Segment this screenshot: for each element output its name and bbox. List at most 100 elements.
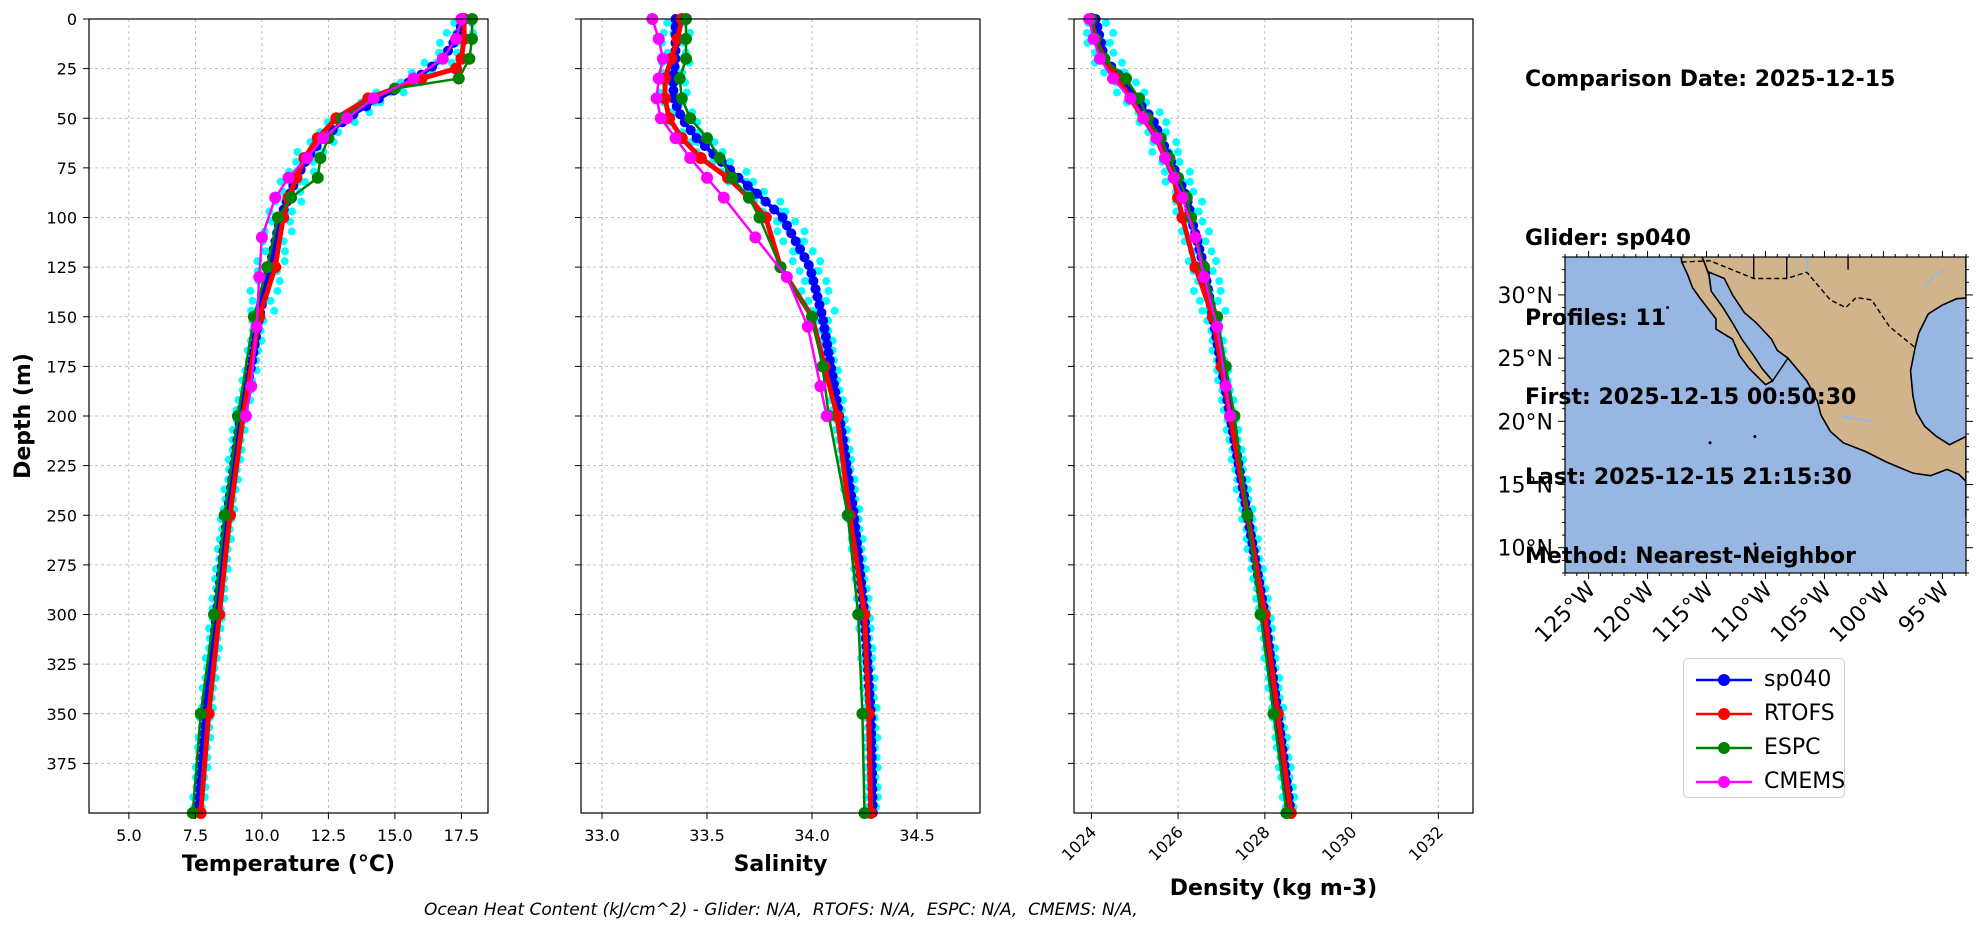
y-tick-label: 150 <box>46 308 77 327</box>
point-sp040 <box>806 268 817 279</box>
comparison-info: Comparison Date: 2025-12-15 Glider: sp04… <box>1525 14 1895 597</box>
point-sp040 <box>691 133 702 144</box>
y-tick-label: 225 <box>46 457 77 476</box>
point-sp040 <box>818 315 829 326</box>
glider-raw-point <box>1160 167 1169 176</box>
point-cmems <box>407 72 420 85</box>
glider-raw-point <box>399 88 408 97</box>
map-lat-label: 30°N <box>1498 284 1553 309</box>
glider-raw-point <box>248 296 257 305</box>
glider-raw-point <box>776 197 785 206</box>
point-espc <box>194 707 207 720</box>
point-sp040 <box>668 85 679 96</box>
point-cmems <box>1176 191 1189 204</box>
point-cmems <box>656 52 669 65</box>
y-tick-label: 325 <box>46 655 77 674</box>
glider-raw-point <box>420 58 429 67</box>
point-espc <box>806 310 818 323</box>
glider-raw-point <box>1185 167 1194 176</box>
point-cmems <box>253 271 266 284</box>
point-rtofs <box>450 62 463 75</box>
x-tick-label: 34.0 <box>794 826 830 845</box>
point-cmems <box>1224 410 1237 422</box>
point-rtofs <box>665 52 678 65</box>
point-cmems <box>814 380 827 393</box>
point-espc <box>680 52 692 65</box>
point-cmems <box>239 410 252 422</box>
legend-item-rtofs: RTOFS <box>1692 699 1842 729</box>
point-sp040 <box>781 220 792 231</box>
point-rtofs <box>671 32 684 45</box>
comparison-date: Comparison Date: 2025-12-15 <box>1525 67 1896 92</box>
temperature-panel: 5.0 7.5 10.0 12.5 15.0 17.5 0 25 50 75 100 125 150 17… <box>11 10 489 877</box>
point-sp040 <box>675 109 686 120</box>
glider-raw-point <box>1101 18 1110 27</box>
point-cmems <box>1087 32 1100 45</box>
point-cmems <box>1150 132 1163 145</box>
point-sp040 <box>799 252 810 263</box>
glider-raw-point <box>1208 267 1217 276</box>
profile-count: Profiles: 11 <box>1525 305 1667 331</box>
legend-label-rtofs: RTOFS <box>1764 701 1835 726</box>
point-cmems <box>749 231 762 244</box>
point-sp040 <box>668 93 679 104</box>
point-sp040 <box>685 125 696 136</box>
point-espc <box>726 171 739 184</box>
y-tick-label: 275 <box>46 556 77 575</box>
x-tick-label: 5.0 <box>116 826 141 845</box>
glider-raw-point <box>1118 58 1127 67</box>
glider-location-map: 10°N15°N20°N25°N30°N125°W120°W115°W110°W… <box>1498 251 1973 648</box>
land-layer <box>1666 257 1966 546</box>
glider-raw-point <box>1213 296 1222 305</box>
glider-raw-point <box>663 18 672 27</box>
glider-raw-point <box>1201 237 1210 246</box>
point-cmems <box>652 72 665 85</box>
y-tick-label: 25 <box>57 60 77 79</box>
glider-raw-point <box>246 286 255 295</box>
x-tick-label: 7.5 <box>183 826 208 845</box>
point-cmems <box>436 52 449 65</box>
map-lat-label: 10°N <box>1498 537 1553 562</box>
point-espc <box>208 608 221 621</box>
point-cmems <box>654 112 667 125</box>
point-cmems <box>1167 171 1180 184</box>
salinity-panel: 33.0 33.5 34.0 34.5 Salinity <box>575 13 981 877</box>
river <box>1805 257 1809 273</box>
point-cmems <box>650 92 663 105</box>
point-espc <box>680 32 692 45</box>
y-tick-label: 250 <box>46 506 77 525</box>
x-tick-label: 17.5 <box>444 826 480 845</box>
point-cmems <box>652 32 665 45</box>
point-espc <box>841 509 854 522</box>
point-espc <box>684 112 697 125</box>
glider-raw-point <box>795 267 804 276</box>
point-cmems <box>341 112 354 125</box>
point-sp040 <box>814 299 825 310</box>
point-rtofs <box>831 410 844 422</box>
x-tick-label: 15.0 <box>377 826 413 845</box>
point-cmems <box>1137 112 1150 125</box>
point-espc <box>1120 72 1133 85</box>
point-cmems <box>1189 231 1202 244</box>
legend-item-sp040: sp040 <box>1692 665 1842 695</box>
point-cmems <box>717 191 730 204</box>
glider-raw-point <box>1198 306 1207 315</box>
glider-raw-point <box>791 217 800 226</box>
point-sp040 <box>769 204 780 215</box>
point-sp040 <box>777 212 788 223</box>
point-espc <box>713 151 726 164</box>
x-tick-label: 10.0 <box>244 826 280 845</box>
point-sp040 <box>790 236 801 247</box>
glider-raw-point <box>1131 78 1140 87</box>
point-espc <box>816 360 829 373</box>
point-espc <box>271 211 284 224</box>
point-sp040 <box>795 244 806 255</box>
glider-raw-point <box>1155 108 1164 117</box>
glider-raw-point <box>814 267 823 276</box>
point-cmems <box>1219 380 1232 393</box>
point-espc <box>701 132 713 145</box>
point-cmems <box>701 171 713 184</box>
glider-raw-point <box>270 306 279 315</box>
point-cmems <box>282 171 295 184</box>
